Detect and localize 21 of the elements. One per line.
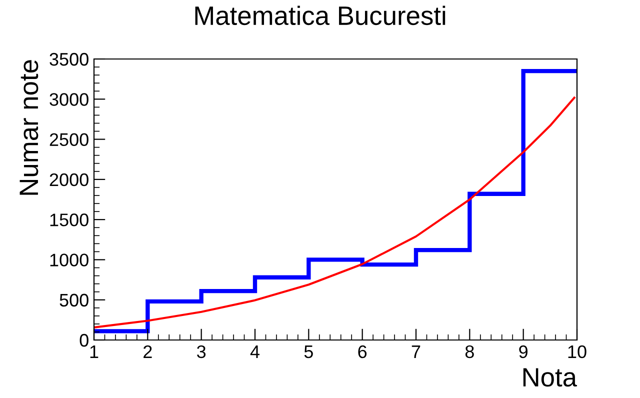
x-axis-title: Nota: [523, 368, 577, 387]
y-axis-title: Numar note: [20, 60, 38, 195]
y-tick-label: 2000: [50, 173, 88, 186]
y-tick-label: 0: [80, 334, 88, 347]
y-tick-label: 1500: [50, 214, 88, 226]
y-tick-label: 1000: [50, 254, 88, 266]
x-tick-label: 5: [304, 346, 313, 358]
x-tick-label: 6: [358, 345, 367, 358]
x-tick-label: 1: [90, 346, 98, 358]
y-tick-label: 3000: [50, 93, 88, 106]
x-tick-label: 9: [519, 345, 528, 358]
y-tick-label: 2500: [50, 133, 88, 146]
y-tick-label: 500: [60, 294, 88, 307]
x-tick-label: 7: [412, 346, 420, 358]
x-tick-label: 2: [144, 345, 152, 358]
y-tick-label: 3500: [50, 52, 88, 66]
x-tick-label: 8: [465, 345, 474, 358]
x-tick-label: 10: [568, 345, 586, 358]
x-tick-label: 4: [250, 346, 260, 358]
chart-title: Matematica Bucuresti: [195, 6, 446, 26]
x-tick-label: 3: [197, 345, 206, 358]
